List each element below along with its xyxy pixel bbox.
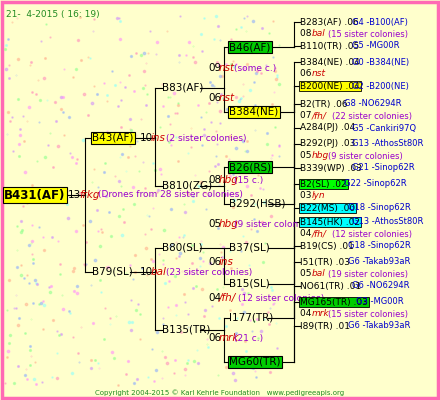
Text: frkg: frkg [79, 190, 99, 200]
Text: B15(SL): B15(SL) [229, 279, 270, 289]
Text: 08: 08 [208, 175, 221, 185]
Text: B46(AF): B46(AF) [229, 42, 270, 52]
Text: G6 -Takab93aR: G6 -Takab93aR [348, 258, 411, 266]
Text: 05: 05 [208, 219, 221, 229]
Text: (9 sister colonies): (9 sister colonies) [234, 220, 314, 228]
Text: mrk: mrk [312, 310, 330, 318]
Text: I177(TR): I177(TR) [229, 313, 273, 323]
Text: bal: bal [312, 270, 326, 278]
Text: Copyright 2004-2015 © Karl Kehrle Foundation   www.pedigreeapis.org: Copyright 2004-2015 © Karl Kehrle Founda… [95, 389, 345, 396]
Text: B283(AF) .06: B283(AF) .06 [300, 18, 359, 26]
Text: B384(NE) .04: B384(NE) .04 [300, 58, 360, 66]
Text: 10: 10 [140, 133, 153, 143]
Text: (12 sister colonies): (12 sister colonies) [332, 230, 412, 238]
Text: (21 c.): (21 c.) [234, 334, 263, 342]
Text: B292(HSB): B292(HSB) [229, 199, 286, 209]
Text: (2 sister colonies): (2 sister colonies) [165, 134, 246, 142]
Text: 06: 06 [300, 70, 314, 78]
Text: G2 -B200(NE): G2 -B200(NE) [352, 82, 409, 90]
Text: G21 -Sinop62R: G21 -Sinop62R [352, 164, 414, 172]
Text: G13 -AthosSt80R: G13 -AthosSt80R [352, 140, 423, 148]
Text: (15 sister colonies): (15 sister colonies) [328, 30, 408, 38]
Text: B292(PJ) .03: B292(PJ) .03 [300, 140, 356, 148]
Text: 09: 09 [208, 63, 221, 73]
Text: nst: nst [219, 93, 235, 103]
Text: nst: nst [312, 70, 326, 78]
Text: hbg: hbg [219, 175, 239, 185]
Text: nst: nst [219, 63, 235, 73]
Text: lyn: lyn [312, 192, 326, 200]
Text: G8 -NO6294R: G8 -NO6294R [344, 100, 401, 108]
Text: 06: 06 [208, 257, 221, 267]
Text: B135(TR): B135(TR) [162, 325, 210, 335]
Text: G6 -Takab93aR: G6 -Takab93aR [348, 322, 411, 330]
Text: A284(PJ) .04: A284(PJ) .04 [300, 124, 355, 132]
Text: bal: bal [151, 267, 167, 277]
Text: (9 sister colonies): (9 sister colonies) [328, 152, 403, 160]
Text: G3 -MG00R: G3 -MG00R [356, 298, 403, 306]
Text: G18 -Sinop62R: G18 -Sinop62R [348, 204, 411, 212]
Text: 10: 10 [140, 267, 153, 277]
Text: (Drones from 28 sister colonies): (Drones from 28 sister colonies) [98, 190, 243, 200]
Text: G22 -Sinop62R: G22 -Sinop62R [344, 180, 407, 188]
Text: mrk: mrk [219, 333, 239, 343]
Text: B43(AF): B43(AF) [92, 133, 133, 143]
Text: B431(AF): B431(AF) [4, 188, 66, 202]
Text: 04: 04 [208, 293, 221, 303]
Text: MG165(TR) .03: MG165(TR) .03 [300, 298, 368, 306]
Text: G18 -Sinop62R: G18 -Sinop62R [348, 242, 411, 250]
Text: (15 sister colonies): (15 sister colonies) [328, 310, 408, 318]
Text: 06: 06 [208, 333, 221, 343]
Text: (23 sister colonies): (23 sister colonies) [165, 268, 252, 276]
Text: B37(SL): B37(SL) [229, 243, 270, 253]
Text: 04: 04 [300, 230, 314, 238]
Text: 08: 08 [300, 30, 314, 38]
Text: B339(WP) .03: B339(WP) .03 [300, 164, 362, 172]
Text: G5 -MG00R: G5 -MG00R [352, 42, 400, 50]
Text: 13: 13 [68, 190, 81, 200]
Text: G0 -B384(NE): G0 -B384(NE) [352, 58, 409, 66]
Text: B145(HK) .02: B145(HK) .02 [300, 218, 360, 226]
Text: (22 sister colonies): (22 sister colonies) [332, 112, 412, 120]
Text: B110(TR) .05: B110(TR) .05 [300, 42, 359, 50]
Text: hbg: hbg [312, 152, 329, 160]
Text: 06: 06 [208, 93, 221, 103]
Text: bal: bal [312, 30, 326, 38]
Text: ins: ins [151, 133, 166, 143]
Text: B83(AF): B83(AF) [162, 83, 203, 93]
Text: B2(TR) .06: B2(TR) .06 [300, 100, 348, 108]
Text: B26(RS): B26(RS) [229, 162, 271, 172]
Text: 05: 05 [300, 270, 314, 278]
Text: G13 -AthosSt80R: G13 -AthosSt80R [352, 218, 423, 226]
Text: MG60(TR): MG60(TR) [229, 357, 281, 367]
Text: I89(TR) .01: I89(TR) .01 [300, 322, 350, 330]
Text: B22(MS) .00: B22(MS) .00 [300, 204, 355, 212]
Text: B2(SL) .02: B2(SL) .02 [300, 180, 347, 188]
Text: B79(SL): B79(SL) [92, 267, 133, 277]
Text: (some c.): (some c.) [234, 64, 276, 72]
Text: (12 sister colonies): (12 sister colonies) [238, 294, 324, 302]
Text: G5 -Cankiri97Q: G5 -Cankiri97Q [352, 124, 416, 132]
Text: /fh/: /fh/ [219, 293, 236, 303]
Text: 05: 05 [300, 152, 314, 160]
Text: B19(CS) .01: B19(CS) .01 [300, 242, 354, 250]
Text: 03: 03 [300, 192, 314, 200]
Text: 07: 07 [300, 112, 314, 120]
Text: hbg: hbg [219, 219, 239, 229]
Text: /fh/: /fh/ [312, 230, 327, 238]
Text: G6 -NO6294R: G6 -NO6294R [352, 282, 410, 290]
Text: B810(ZG): B810(ZG) [162, 181, 212, 191]
Text: B80(SL): B80(SL) [162, 243, 203, 253]
Text: B384(NE): B384(NE) [229, 107, 278, 117]
Text: (19 sister colonies): (19 sister colonies) [328, 270, 408, 278]
Text: 21-  4-2015 ( 16: 19): 21- 4-2015 ( 16: 19) [6, 10, 99, 19]
Text: B200(NE) .04: B200(NE) .04 [300, 82, 360, 90]
Text: ins: ins [219, 257, 234, 267]
Text: 04: 04 [300, 310, 314, 318]
Text: (15 c.): (15 c.) [234, 176, 263, 184]
Text: I51(TR) .03: I51(TR) .03 [300, 258, 350, 266]
Text: NO61(TR) .01: NO61(TR) .01 [300, 282, 361, 290]
Text: /fh/: /fh/ [312, 112, 327, 120]
Text: G4 -B100(AF): G4 -B100(AF) [352, 18, 408, 26]
